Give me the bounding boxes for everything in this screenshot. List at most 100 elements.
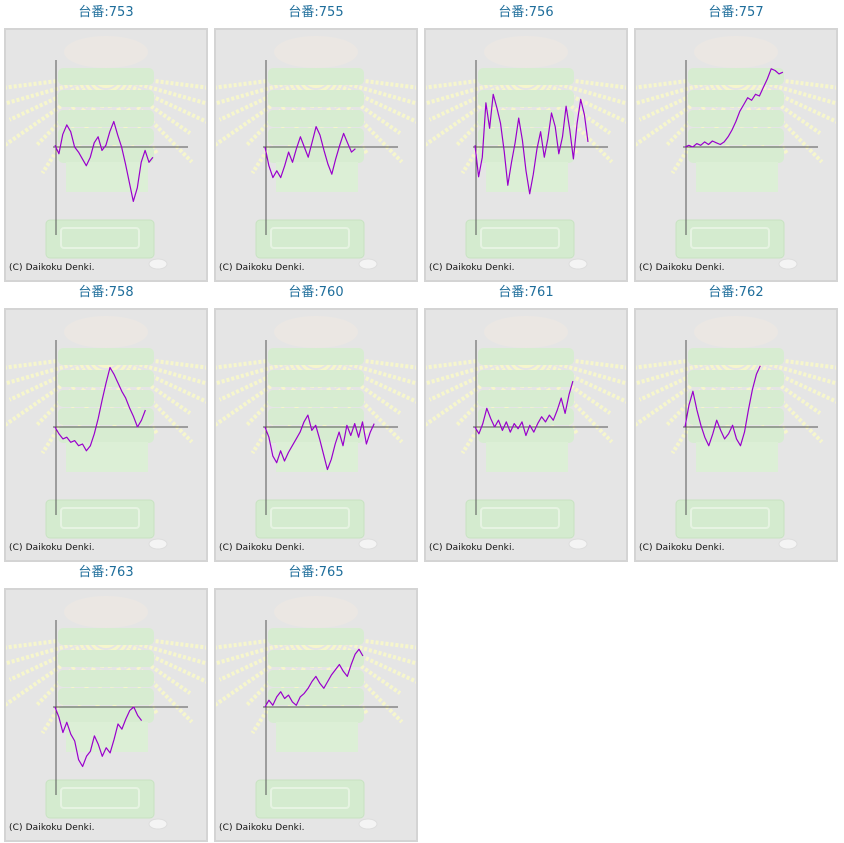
- chart-frame[interactable]: (C) Daikoku Denki.: [4, 28, 208, 282]
- watermark-ray: [315, 633, 416, 666]
- watermark: [6, 316, 206, 550]
- watermark-ray: [6, 353, 108, 427]
- chart-title-link[interactable]: 台番:755: [288, 5, 344, 20]
- watermark-tray-inner: [690, 507, 770, 529]
- watermark-tier: [268, 688, 364, 705]
- watermark-tier: [58, 370, 154, 387]
- watermark-tray-inner: [60, 507, 140, 529]
- watermark-ray: [35, 73, 108, 146]
- watermark-tray-inner: [480, 507, 560, 529]
- chart-frame[interactable]: (C) Daikoku Denki.: [634, 308, 838, 562]
- watermark-ray: [216, 73, 318, 147]
- chart-frame[interactable]: (C) Daikoku Denki.: [424, 28, 628, 282]
- watermark: [636, 316, 836, 550]
- watermark-tier: [478, 408, 574, 425]
- chart-panel: 台番:765 (C) Daikoku Denki.: [214, 565, 418, 842]
- watermark-tier: [58, 110, 154, 127]
- watermark-coin: [148, 258, 168, 270]
- chart-frame[interactable]: (C) Daikoku Denki.: [424, 308, 628, 562]
- watermark-ray: [105, 353, 206, 386]
- watermark: [216, 596, 416, 830]
- chart-frame[interactable]: (C) Daikoku Denki.: [214, 28, 418, 282]
- chart-title-link[interactable]: 台番:758: [78, 285, 134, 300]
- watermark-tier: [478, 348, 574, 365]
- watermark-tier: [268, 706, 364, 723]
- watermark-ray: [315, 353, 416, 386]
- chart-title-link[interactable]: 台番:765: [288, 565, 344, 580]
- watermark-ray: [40, 633, 108, 735]
- watermark-tray: [45, 219, 155, 259]
- chart-title-link[interactable]: 台番:763: [78, 565, 134, 580]
- chart-svg: [6, 36, 206, 270]
- watermark-ray: [6, 73, 108, 147]
- watermark-ray: [636, 353, 738, 427]
- chart-svg: [636, 36, 836, 270]
- watermark-body: [276, 722, 358, 752]
- watermark-ray: [245, 353, 318, 426]
- series-line: [684, 365, 761, 447]
- watermark-tier: [268, 370, 364, 387]
- watermark-tier: [268, 110, 364, 127]
- watermark: [6, 36, 206, 270]
- watermark-ray: [105, 633, 206, 666]
- chart-title-link[interactable]: 台番:762: [708, 285, 764, 300]
- watermark-body: [66, 162, 148, 192]
- watermark-coin: [778, 258, 798, 270]
- watermark-body: [486, 442, 568, 472]
- watermark-ray: [216, 353, 318, 427]
- chart-frame[interactable]: (C) Daikoku Denki.: [4, 308, 208, 562]
- watermark-tier: [688, 90, 784, 107]
- series-line: [54, 706, 143, 768]
- watermark-ray: [216, 633, 318, 707]
- chart-title-link[interactable]: 台番:756: [498, 5, 554, 20]
- chart-frame[interactable]: (C) Daikoku Denki.: [214, 588, 418, 842]
- watermark-balls: [484, 36, 568, 68]
- watermark-tray-inner: [480, 227, 560, 249]
- watermark-tray-inner: [690, 227, 770, 249]
- watermark-ray: [104, 634, 147, 742]
- chart-frame[interactable]: (C) Daikoku Denki.: [214, 308, 418, 562]
- watermark-ray: [636, 73, 737, 90]
- watermark-tier: [58, 688, 154, 705]
- watermark-ray: [315, 73, 416, 106]
- watermark-body: [66, 442, 148, 472]
- watermark: [216, 36, 416, 270]
- chart-frame[interactable]: (C) Daikoku Denki.: [634, 28, 838, 282]
- watermark-ray: [636, 353, 737, 370]
- watermark-ray: [735, 353, 836, 386]
- chart-panel: 台番:758 (C) Daikoku Denki.: [4, 285, 208, 562]
- watermark-ray: [665, 73, 738, 146]
- chart-title-link[interactable]: 台番:760: [288, 285, 344, 300]
- chart-svg: [426, 316, 626, 550]
- watermark-ray: [40, 353, 108, 455]
- watermark-tray: [675, 499, 785, 539]
- watermark-tier: [688, 426, 784, 443]
- watermark-tier: [478, 370, 574, 387]
- watermark-balls: [64, 596, 148, 628]
- chart-frame[interactable]: (C) Daikoku Denki.: [4, 588, 208, 842]
- watermark-ray: [6, 73, 107, 90]
- watermark-tier: [58, 408, 154, 425]
- watermark-ray: [734, 74, 777, 182]
- chart-title-link[interactable]: 台番:761: [498, 285, 554, 300]
- chart-title-link[interactable]: 台番:753: [78, 5, 134, 20]
- watermark: [426, 36, 626, 270]
- watermark-coin: [568, 258, 588, 270]
- watermark-ray: [245, 73, 318, 146]
- watermark-ray: [426, 353, 527, 370]
- watermark-tier: [478, 390, 574, 407]
- chart-panel: 台番:763 (C) Daikoku Denki.: [4, 565, 208, 842]
- watermark-coin: [358, 258, 378, 270]
- watermark-tier: [688, 370, 784, 387]
- watermark-tier: [688, 390, 784, 407]
- series-line: [264, 414, 375, 471]
- watermark-tray: [465, 219, 575, 259]
- chart-title-link[interactable]: 台番:757: [708, 5, 764, 20]
- watermark-ray: [216, 353, 317, 370]
- watermark-tier: [688, 146, 784, 163]
- chart-panel: 台番:762 (C) Daikoku Denki.: [634, 285, 838, 562]
- chart-panel: 台番:760 (C) Daikoku Denki.: [214, 285, 418, 562]
- watermark-tier: [268, 128, 364, 145]
- watermark-tier: [58, 628, 154, 645]
- watermark-tier: [478, 68, 574, 85]
